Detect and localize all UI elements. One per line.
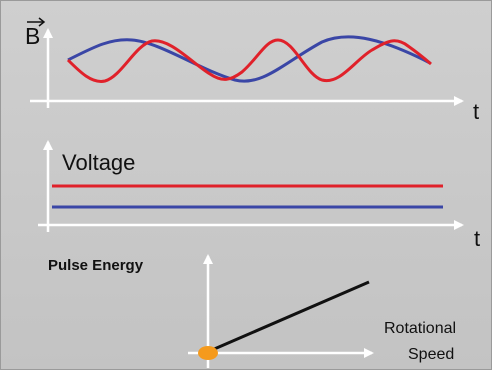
panel1-b-label: B [25, 17, 46, 49]
panel-voltage: Voltage t [38, 140, 480, 251]
panel1-x-label: t [473, 99, 479, 124]
panel2-x-label: t [474, 226, 480, 251]
panel3-origin-dot [198, 346, 218, 360]
panel1-y-label: B [25, 23, 40, 49]
panel-pulse-energy: Pulse Energy Rotational Speed [48, 254, 456, 368]
panel3-trend-line [211, 280, 370, 352]
panel3-x-label-line1: Rotational [384, 320, 456, 337]
panel2-y-label: Voltage [62, 150, 135, 175]
panel3-x-label-line2: Speed [408, 346, 454, 363]
panel-magnetic-field: B t [25, 17, 479, 124]
panel1-blue-wave [67, 35, 431, 83]
panel1-red-wave [66, 38, 432, 83]
panel3-y-label: Pulse Energy [48, 257, 144, 274]
